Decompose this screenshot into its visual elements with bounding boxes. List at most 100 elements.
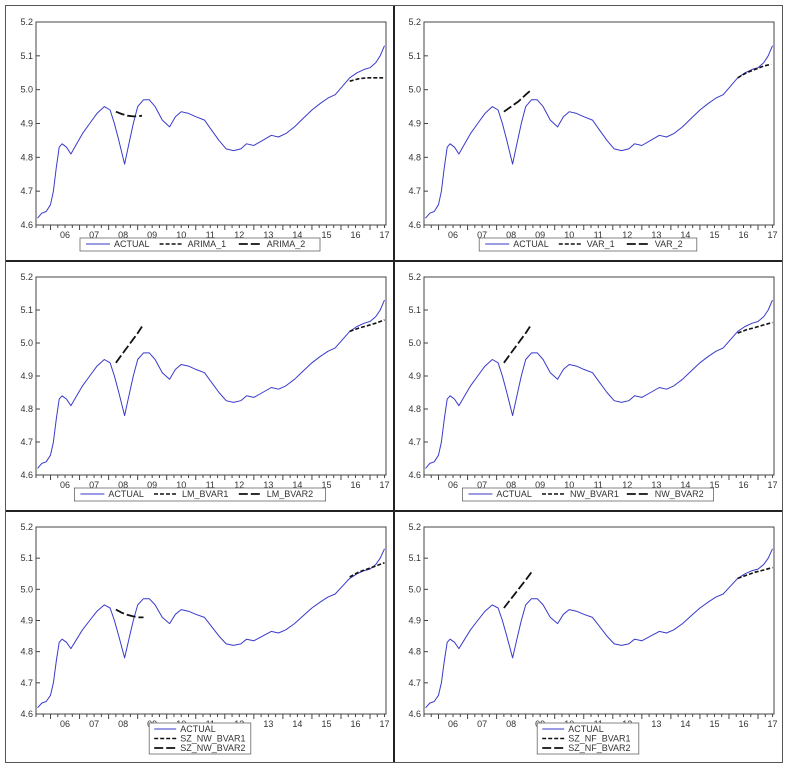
y-tick-label: 4.8 — [20, 647, 33, 657]
y-tick-label: 4.9 — [408, 119, 421, 129]
chart-panel-sz-nw-bvar: 4.64.74.84.95.05.15.20607080910111213141… — [6, 511, 394, 762]
x-tick-label: 08 — [118, 230, 128, 240]
x-tick-label: 08 — [506, 480, 516, 490]
legend-label: LM_BVAR1 — [182, 489, 228, 499]
x-tick-label: 15 — [321, 480, 331, 490]
series-line-arima-2 — [115, 110, 143, 118]
x-tick-label: 10 — [176, 480, 186, 490]
x-tick-label: 08 — [506, 719, 516, 729]
legend-label: ACTUAL — [180, 724, 216, 734]
x-tick-label: 06 — [448, 230, 458, 240]
x-tick-label: 14 — [680, 480, 690, 490]
x-tick-label: 17 — [768, 230, 778, 240]
x-tick-label: 08 — [118, 480, 128, 490]
x-tick-label: 13 — [263, 230, 273, 240]
y-tick-label: 4.8 — [408, 647, 421, 657]
legend-box — [462, 487, 714, 502]
y-tick-label: 4.6 — [20, 220, 33, 230]
series-line-sz-nw-bvar2 — [115, 608, 144, 619]
x-tick-label: 15 — [321, 230, 331, 240]
legend-box — [148, 722, 252, 755]
plot-frame — [423, 276, 775, 476]
x-tick-label: 16 — [350, 719, 360, 729]
y-tick-label: 5.0 — [20, 584, 33, 594]
legend-label: LM_BVAR2 — [267, 489, 313, 499]
x-tick-label: 16 — [738, 719, 748, 729]
y-tick-label: 5.1 — [20, 51, 33, 61]
legend: ACTUAL ARIMA_1 ARIMA_2 — [79, 237, 321, 252]
x-tick-label: 09 — [535, 480, 545, 490]
chart-panel-nw-bvar: 4.6 4.7 4.8 4.9 5.0 5.1 5.2 06 07 08 09 10 11 12 13 14 1… — [394, 261, 782, 511]
legend-label: ARIMA_2 — [267, 239, 306, 249]
x-tick-label: 11 — [594, 480, 603, 490]
series-line-nw-bvar1 — [737, 321, 773, 334]
x-tick-label: 14 — [292, 230, 302, 240]
plot-frame — [423, 21, 775, 226]
plot-frame — [35, 526, 387, 715]
x-tick-label: 07 — [89, 719, 99, 729]
x-tick-label: 07 — [89, 230, 99, 240]
series-line-arima-1 — [349, 77, 384, 82]
x-tick-label: 12 — [234, 230, 244, 240]
x-tick-label: 08 — [506, 230, 516, 240]
x-tick-label: 17 — [380, 480, 390, 490]
legend-label: ACTUAL — [513, 239, 549, 249]
legend-label: VAR_1 — [587, 239, 615, 249]
y-tick-label: 5.0 — [408, 584, 421, 594]
legend: ACTUAL LM_BVAR1 LM_BVAR2 — [74, 487, 326, 502]
legend-label: SZ_NW_BVAR2 — [180, 743, 245, 753]
y-tick-label: 5.1 — [20, 305, 33, 315]
y-tick-label: 4.8 — [408, 404, 421, 414]
x-tick-label: 17 — [380, 719, 390, 729]
legend-label: VAR_2 — [655, 239, 683, 249]
y-tick-label: 5.1 — [408, 553, 421, 563]
legend-label: ACTUAL — [108, 489, 144, 499]
y-tick-label: 5.2 — [408, 272, 421, 282]
plot-frame — [35, 21, 387, 226]
x-tick-label: 07 — [477, 480, 487, 490]
series-line-sz-nf-bvar1 — [737, 566, 773, 580]
series-line-var-1 — [737, 63, 772, 79]
grid-divider-row1 — [6, 260, 782, 262]
y-tick-label: 4.9 — [408, 616, 421, 626]
x-tick-label: 15 — [709, 230, 719, 240]
y-tick-label: 4.6 — [20, 709, 33, 719]
x-tick-label: 14 — [292, 480, 302, 490]
x-tick-label: 06 — [448, 719, 458, 729]
x-tick-label: 15 — [321, 719, 331, 729]
y-tick-label: 5.2 — [20, 522, 33, 532]
plot-frame — [35, 276, 387, 476]
x-tick-label: 15 — [709, 719, 719, 729]
x-tick-label: 10 — [564, 480, 574, 490]
x-tick-label: 16 — [738, 230, 748, 240]
legend-label: ARIMA_1 — [188, 239, 227, 249]
x-tick-label: 09 — [147, 230, 157, 240]
legend-label: ACTUAL — [568, 724, 604, 734]
y-tick-label: 4.6 — [408, 709, 421, 719]
series-line-lm-bvar1 — [349, 319, 385, 333]
y-tick-label: 4.7 — [20, 186, 33, 196]
chart-svg: 4.64.74.84.95.05.15.20607080910111213141… — [20, 522, 390, 755]
x-tick-label: 14 — [680, 230, 690, 240]
y-tick-label: 5.2 — [408, 17, 421, 27]
chart-panel-arima: 4.6 4.7 4.8 4.9 5.0 5.1 5.2 06 07 08 09 10 11 12 13 14 1… — [6, 6, 394, 261]
legend-label: ACTUAL — [496, 489, 532, 499]
series-line-sz-nw-bvar1 — [349, 562, 385, 578]
x-tick-label: 13 — [651, 719, 661, 729]
series-line-actual — [37, 548, 385, 709]
x-tick-label: 16 — [350, 480, 360, 490]
y-tick-label: 5.2 — [408, 522, 421, 532]
legend-box — [74, 487, 326, 502]
y-tick-label: 4.9 — [20, 119, 33, 129]
series-line-nw-bvar2 — [503, 326, 531, 364]
legend: ACTUAL NW_BVAR1 NW_BVAR2 — [462, 487, 714, 502]
x-tick-label: 13 — [263, 480, 273, 490]
x-tick-label: 17 — [380, 230, 390, 240]
x-tick-label: 06 — [60, 480, 70, 490]
x-tick-label: 16 — [350, 230, 360, 240]
x-tick-label: 12 — [622, 230, 632, 240]
y-tick-label: 4.8 — [20, 404, 33, 414]
